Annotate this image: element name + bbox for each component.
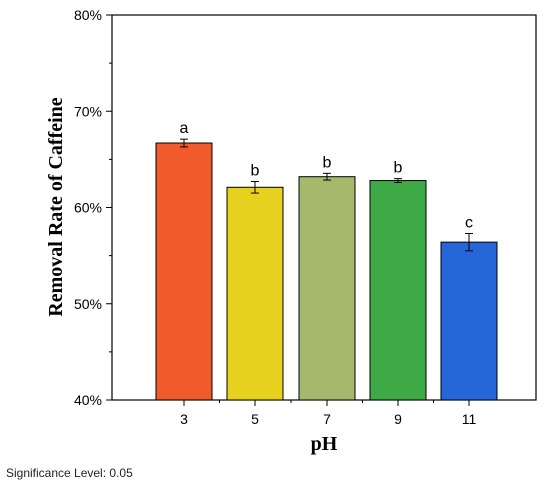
y-tick-label: 40% [74,392,102,408]
bar-ph-11 [440,241,498,401]
x-tick-label: 11 [462,411,477,427]
significance-letter: b [323,154,332,171]
x-tick-label: 9 [394,411,402,427]
x-axis-title: pH [311,433,338,455]
y-axis: 40% 50% 60% 70% 80% [74,7,112,408]
significance-letter: b [251,163,260,180]
significance-footnote: Significance Level: 0.05 [6,466,133,480]
bar-ph-5 [226,186,284,401]
significance-letter: a [180,120,189,137]
significance-letter: b [394,160,403,177]
significance-letter: c [465,214,473,231]
y-tick-label: 70% [74,103,102,119]
bar-ph-9 [369,180,427,401]
bar-ph-7 [298,176,356,401]
y-tick-label: 80% [74,7,102,23]
x-axis: 3 5 7 9 11 [180,400,476,427]
significance-letters-group: a b b b c [180,120,473,231]
bar-ph-3 [155,142,213,401]
bars-group [155,142,498,401]
x-tick-label: 7 [323,411,331,427]
y-tick-label: 60% [74,200,102,216]
y-tick-label: 50% [74,296,102,312]
y-axis-title: Removal Rate of Caffeine [45,97,67,316]
x-tick-label: 3 [180,411,188,427]
x-tick-label: 5 [251,411,259,427]
errorbars-group [180,138,473,252]
